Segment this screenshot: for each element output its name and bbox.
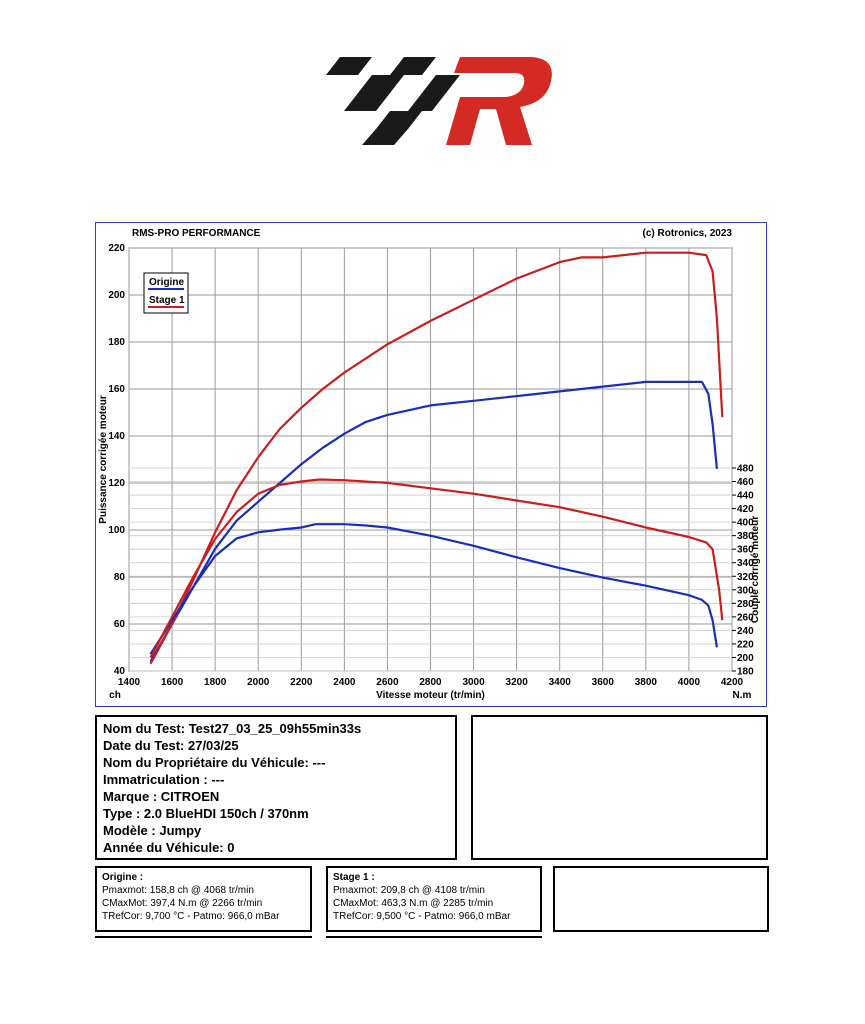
y-right-tick-label: 400 bbox=[737, 518, 754, 529]
origine-trefcor: TRefCor: 9,700 °C - Patmo: 966,0 mBar bbox=[102, 911, 280, 922]
vehicle-year: Année du Véhicule: 0 bbox=[103, 840, 235, 855]
origine-title: Origine : bbox=[102, 872, 144, 883]
empty-box bbox=[471, 715, 768, 860]
chart-title: RMS-PRO PERFORMANCE bbox=[132, 228, 261, 239]
x-unit-left: ch bbox=[109, 690, 121, 701]
y-right-tick-label: 180 bbox=[737, 667, 754, 678]
chart-copyright: (c) Rotronics, 2023 bbox=[642, 228, 732, 239]
y-left-tick-label: 40 bbox=[114, 666, 126, 677]
x-tick-label: 3000 bbox=[462, 677, 485, 688]
y-left-tick-label: 100 bbox=[108, 525, 125, 536]
registration: Immatriculation : --- bbox=[103, 772, 225, 787]
legend-label-origine: Origine bbox=[149, 277, 184, 288]
y-left-tick-label: 120 bbox=[108, 478, 125, 489]
vehicle-model: Modèle : Jumpy bbox=[103, 823, 202, 838]
x-tick-label: 2800 bbox=[419, 677, 442, 688]
y-left-tick-label: 200 bbox=[108, 290, 125, 301]
x-axis-label: Vitesse moteur (tr/min) bbox=[376, 690, 485, 701]
x-tick-label: 3200 bbox=[506, 677, 529, 688]
y-right-tick-label: 480 bbox=[737, 464, 754, 475]
stage1-cmax: CMaxMot: 463,3 N.m @ 2285 tr/min bbox=[333, 898, 494, 909]
y-right-tick-label: 240 bbox=[737, 626, 754, 637]
origine-cmax: CMaxMot: 397,4 N.m @ 2266 tr/min bbox=[102, 898, 263, 909]
stage1-trefcor: TRefCor: 9,500 °C - Patmo: 966,0 mBar bbox=[333, 911, 511, 922]
test-date: Date du Test: 27/03/25 bbox=[103, 738, 239, 753]
vehicle-brand: Marque : CITROEN bbox=[103, 789, 220, 804]
legend-label-stage1: Stage 1 bbox=[149, 295, 185, 306]
x-tick-label: 4000 bbox=[678, 677, 701, 688]
divider bbox=[95, 936, 312, 938]
divider bbox=[326, 936, 542, 938]
y-right-tick-label: 340 bbox=[737, 558, 754, 569]
owner-name: Nom du Propriétaire du Véhicule: --- bbox=[103, 755, 326, 770]
x-tick-label: 2200 bbox=[290, 677, 313, 688]
series-line-origine-torque bbox=[149, 523, 718, 655]
dyno-chart: RMS-PRO PERFORMANCE (c) Rotronics, 2023 … bbox=[95, 222, 767, 707]
y-right-tick-label: 460 bbox=[737, 477, 754, 488]
x-tick-label: 3400 bbox=[549, 677, 572, 688]
y-right-tick-label: 440 bbox=[737, 491, 754, 502]
x-tick-label: 2400 bbox=[333, 677, 356, 688]
y-right-tick-label: 420 bbox=[737, 504, 754, 515]
y-right-tick-label: 320 bbox=[737, 572, 754, 583]
chart-plot: 1400 1600 1800 2000 2200 2400 2600 2800 3000 3200… bbox=[98, 243, 761, 701]
stage1-results: Stage 1 : Pmaxmot: 209,8 ch @ 4108 tr/mi… bbox=[326, 866, 542, 932]
y-right-tick-label: 200 bbox=[737, 653, 754, 664]
y-right-tick-label: 300 bbox=[737, 585, 754, 596]
y-right-tick-label: 380 bbox=[737, 531, 754, 542]
series-line-origine-power bbox=[149, 380, 718, 663]
y-left-tick-label: 180 bbox=[108, 337, 125, 348]
x-tick-label: 1600 bbox=[161, 677, 184, 688]
test-name: Nom du Test: Test27_03_25_09h55min33s bbox=[103, 721, 362, 736]
series-line-stage1-power bbox=[149, 251, 724, 665]
y-left-axis-label: Puissance corrigée moteur bbox=[98, 395, 109, 523]
vehicle-type: Type : 2.0 BlueHDI 150ch / 370nm bbox=[103, 806, 309, 821]
empty-box-2 bbox=[553, 866, 769, 932]
x-tick-label: 3800 bbox=[635, 677, 658, 688]
stage1-title: Stage 1 : bbox=[333, 872, 375, 883]
x-tick-label: 3600 bbox=[592, 677, 615, 688]
y-left-tick-label: 140 bbox=[108, 431, 125, 442]
y-right-tick-label: 280 bbox=[737, 599, 754, 610]
x-tick-label: 2000 bbox=[247, 677, 270, 688]
y-right-tick-label: 360 bbox=[737, 545, 754, 556]
series-line-stage1-torque bbox=[149, 478, 724, 659]
y-right-axis-label: Couple corrigé moteur bbox=[750, 516, 761, 623]
origine-pmax: Pmaxmot: 158,8 ch @ 4068 tr/min bbox=[102, 885, 254, 896]
stage1-pmax: Pmaxmot: 209,8 ch @ 4108 tr/min bbox=[333, 885, 485, 896]
x-tick-label: 1800 bbox=[204, 677, 227, 688]
origine-results: Origine : Pmaxmot: 158,8 ch @ 4068 tr/mi… bbox=[95, 866, 312, 932]
test-info-box: Nom du Test: Test27_03_25_09h55min33s Da… bbox=[95, 715, 457, 860]
x-tick-label: 1400 bbox=[118, 677, 141, 688]
x-tick-label: 2600 bbox=[376, 677, 399, 688]
x-tick-label: 4200 bbox=[721, 677, 744, 688]
y-right-tick-label: 220 bbox=[737, 639, 754, 650]
x-unit-right: N.m bbox=[733, 690, 752, 701]
rms-logo bbox=[326, 57, 552, 145]
y-left-tick-label: 160 bbox=[108, 384, 125, 395]
y-left-tick-label: 220 bbox=[108, 243, 125, 254]
y-left-tick-label: 60 bbox=[114, 619, 126, 630]
y-right-tick-label: 260 bbox=[737, 612, 754, 623]
y-left-tick-label: 80 bbox=[114, 572, 126, 583]
